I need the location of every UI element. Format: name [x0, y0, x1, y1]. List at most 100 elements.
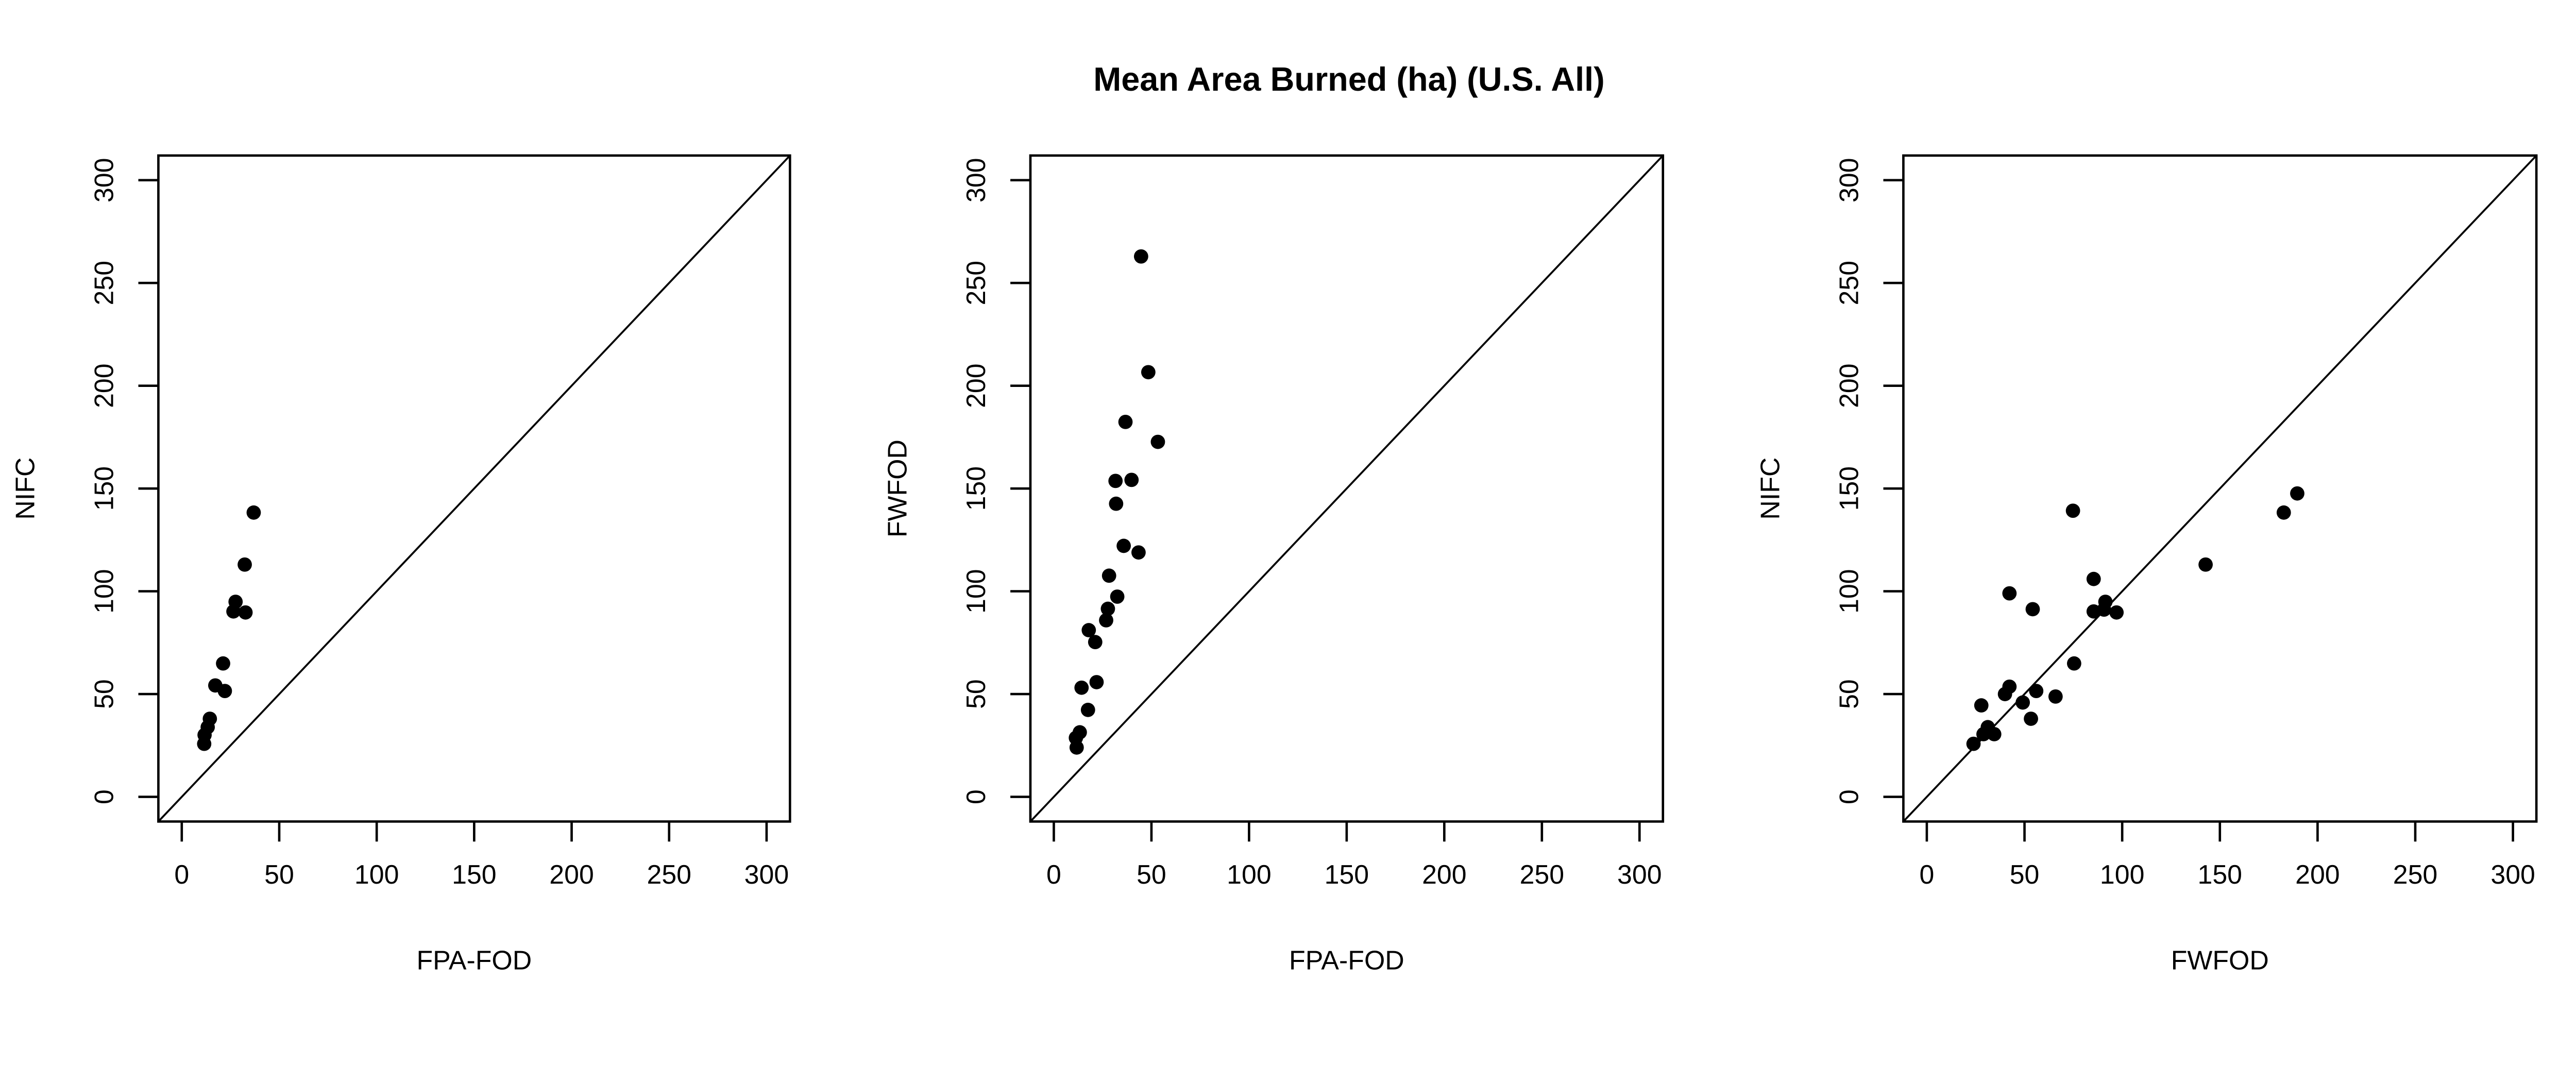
y-tick-label: 100 [1834, 569, 1863, 614]
y-tick-label: 250 [1834, 261, 1863, 305]
panel-3: 0 50 100 150 200 250 300 0 50 100 150 200 250 300 FWFO… [1755, 154, 2538, 975]
data-point [1987, 726, 2002, 741]
data-point [1110, 589, 1125, 604]
y-tick-label: 100 [89, 569, 118, 614]
x-tick-label: 100 [1227, 859, 1272, 889]
data-point [2029, 684, 2044, 698]
data-point [1966, 736, 1981, 751]
data-point [1081, 623, 1096, 637]
data-point [217, 684, 232, 698]
y-tick-label: 50 [961, 679, 991, 709]
data-point [1133, 249, 1148, 264]
x-tick-label: 50 [2010, 859, 2040, 889]
data-point [197, 736, 212, 751]
data-point [2015, 695, 2030, 710]
y-tick-label: 0 [961, 789, 991, 804]
data-point [1974, 698, 1989, 713]
data-point [2086, 571, 2101, 586]
identity-line [1029, 155, 1664, 822]
x-tick-label: 0 [1046, 859, 1061, 889]
data-point [238, 557, 252, 572]
x-tick-label: 200 [1422, 859, 1467, 889]
data-point [2065, 503, 2080, 518]
x-axis-label: FPA-FOD [1289, 945, 1404, 975]
x-tick-label: 250 [2393, 859, 2438, 889]
data-point [2024, 712, 2038, 726]
y-tick-label: 200 [89, 363, 118, 408]
data-point [1124, 472, 1139, 487]
chart-title: Mean Area Burned (ha) (U.S. All) [1093, 60, 1604, 98]
data-point [1099, 613, 1113, 628]
data-point [2066, 656, 2081, 671]
x-tick-label: 250 [647, 859, 691, 889]
y-tick-label: 300 [89, 158, 118, 202]
data-point [1116, 538, 1131, 553]
data-point [1080, 702, 1095, 717]
data-point [2290, 486, 2304, 501]
y-tick-label: 150 [89, 466, 118, 511]
data-point [2002, 586, 2017, 601]
x-tick-label: 50 [264, 859, 294, 889]
data-point [2109, 605, 2124, 620]
data-point [1141, 365, 1156, 380]
data-point [1150, 434, 1165, 449]
data-point [1074, 680, 1089, 695]
data-point [1976, 726, 1991, 741]
x-tick-label: 150 [452, 859, 497, 889]
panels: 0 50 100 150 200 250 300 0 50 100 150 200 250 300 FPA-… [10, 154, 2538, 975]
x-axis-label: FWFOD [2171, 945, 2269, 975]
panel-1: 0 50 100 150 200 250 300 0 50 100 150 200 250 300 FPA-… [10, 154, 791, 975]
y-tick-label: 100 [961, 569, 991, 614]
y-tick-label: 150 [1834, 466, 1863, 511]
y-tick-label: 300 [961, 158, 991, 202]
data-point [1089, 675, 1104, 689]
data-point [1100, 601, 1115, 616]
data-point [246, 505, 261, 520]
data-point [216, 656, 230, 671]
x-tick-label: 300 [744, 859, 789, 889]
data-point [1109, 496, 1124, 511]
y-tick-label: 0 [89, 789, 118, 804]
y-tick-label: 250 [961, 261, 991, 305]
x-tick-label: 0 [174, 859, 189, 889]
data-point [1069, 740, 1084, 755]
x-tick-label: 200 [549, 859, 594, 889]
data-point [2025, 602, 2040, 617]
x-tick-label: 200 [2295, 859, 2340, 889]
x-tick-label: 300 [1617, 859, 1662, 889]
x-tick-label: 250 [1520, 859, 1565, 889]
data-point [2048, 689, 2063, 704]
identity-line [1903, 155, 2537, 822]
data-point [238, 605, 253, 620]
x-axis-label: FPA-FOD [417, 945, 532, 975]
data-point [2276, 505, 2291, 520]
x-tick-label: 300 [2490, 859, 2535, 889]
figure: Mean Area Burned (ha) (U.S. All) 0 50 100 1… [0, 0, 2576, 1002]
background [0, 0, 2576, 1002]
y-tick-label: 200 [1834, 363, 1863, 408]
data-point [1131, 545, 1146, 560]
data-point [1101, 568, 1116, 583]
x-tick-label: 150 [1325, 859, 1369, 889]
x-tick-label: 100 [2100, 859, 2145, 889]
panel-2: 0 50 100 150 200 250 300 0 50 100 150 200 250 300 FPA-… [882, 154, 1665, 975]
identity-line [158, 155, 791, 822]
data-point [1088, 635, 1103, 650]
y-axis-label: NIFC [10, 458, 40, 520]
y-axis-label: NIFC [1755, 458, 1785, 520]
data-point [1108, 474, 1123, 488]
y-tick-label: 150 [961, 466, 991, 511]
y-tick-label: 50 [1834, 679, 1863, 709]
data-point [226, 604, 241, 619]
data-point [1118, 414, 1133, 429]
y-tick-label: 0 [1834, 789, 1863, 804]
y-tick-label: 300 [1834, 158, 1863, 202]
x-tick-label: 150 [2198, 859, 2243, 889]
data-point [2198, 557, 2213, 572]
y-tick-label: 200 [961, 363, 991, 408]
x-tick-label: 0 [1920, 859, 1935, 889]
x-tick-label: 100 [354, 859, 399, 889]
y-tick-label: 250 [89, 261, 118, 305]
data-point [2097, 602, 2111, 617]
data-point [1997, 687, 2012, 701]
